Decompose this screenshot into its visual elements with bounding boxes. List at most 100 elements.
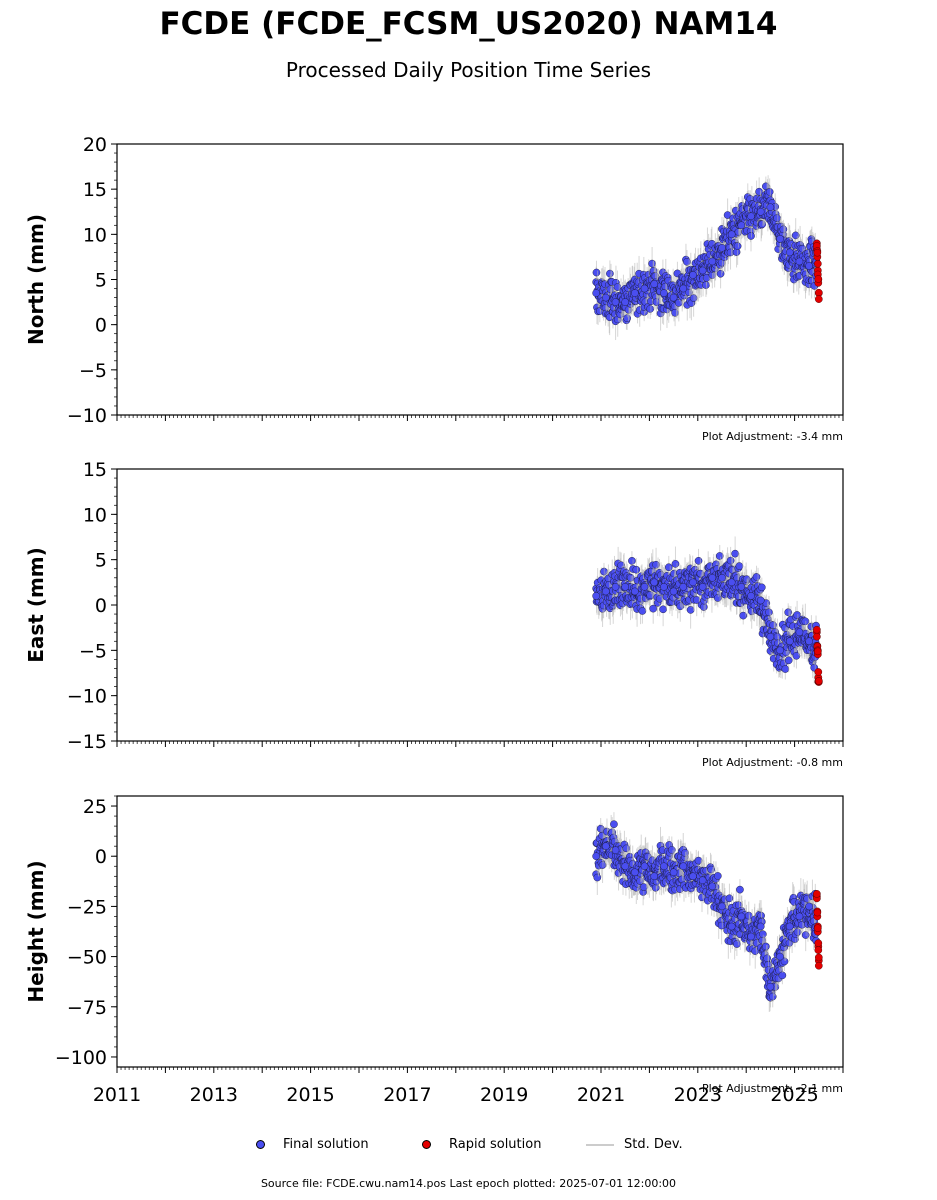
final-point bbox=[649, 604, 658, 613]
final-point bbox=[679, 583, 688, 591]
rapid-solution-points bbox=[813, 625, 823, 686]
final-point bbox=[795, 257, 804, 266]
x-tick-label: 2013 bbox=[190, 1084, 238, 1106]
final-point bbox=[766, 982, 775, 991]
x-tick-label: 2023 bbox=[674, 1084, 722, 1106]
rapid-point bbox=[814, 961, 823, 970]
final-point bbox=[785, 922, 794, 931]
y-tick-label: −5 bbox=[79, 360, 107, 382]
final-point bbox=[795, 628, 804, 637]
final-point bbox=[631, 587, 639, 596]
final-point bbox=[737, 912, 746, 921]
final-point bbox=[632, 565, 641, 574]
x-tick-label: 2015 bbox=[286, 1084, 334, 1106]
final-point bbox=[592, 592, 600, 600]
final-point bbox=[610, 820, 618, 829]
source-note: Source file: FCDE.cwu.nam14.pos Last epo… bbox=[260, 1177, 677, 1190]
legend-final-label: Final solution bbox=[283, 1137, 369, 1152]
y-axis-label: North (mm) bbox=[24, 214, 48, 345]
rapid-point bbox=[813, 908, 822, 917]
final-point bbox=[593, 873, 602, 882]
final-point bbox=[659, 605, 667, 614]
final-point bbox=[756, 922, 765, 931]
chart-subtitle: Processed Daily Position Time Series bbox=[285, 58, 652, 82]
final-point bbox=[664, 563, 673, 572]
final-point bbox=[766, 203, 775, 212]
final-point bbox=[737, 221, 746, 230]
plot-adjustment-note: Plot Adjustment: -0.8 mm bbox=[702, 756, 843, 769]
y-tick-label: −25 bbox=[67, 896, 107, 918]
y-tick-label: 5 bbox=[95, 550, 107, 572]
final-point bbox=[726, 556, 735, 565]
rapid-point bbox=[814, 295, 823, 303]
final-point bbox=[660, 583, 668, 591]
final-point bbox=[698, 266, 707, 275]
final-point bbox=[611, 298, 620, 306]
final-point bbox=[733, 940, 741, 948]
y-axis-label: Height (mm) bbox=[24, 860, 48, 1002]
rapid-point bbox=[814, 677, 823, 685]
final-point bbox=[765, 188, 774, 196]
north-panel: −10 −5 0 5 10 15 20 North (mm) Plot Adjustment: … bbox=[24, 134, 844, 443]
final-point bbox=[660, 862, 668, 871]
final-point bbox=[785, 637, 794, 646]
rapid-point bbox=[813, 248, 822, 257]
final-point bbox=[640, 284, 649, 293]
rapid-point bbox=[814, 953, 823, 962]
final-point bbox=[765, 608, 773, 617]
final-solution-cloud bbox=[592, 812, 820, 1012]
y-tick-label: −50 bbox=[67, 947, 107, 969]
final-point bbox=[689, 271, 697, 279]
final-point bbox=[689, 872, 697, 881]
final-point bbox=[648, 259, 656, 268]
final-point bbox=[698, 583, 707, 591]
final-point bbox=[621, 583, 630, 591]
final-point bbox=[735, 562, 744, 570]
east-panel: −15 −10 −5 0 5 10 15 East (mm) Plot Adjustment: … bbox=[24, 459, 844, 769]
final-point bbox=[646, 305, 654, 313]
legend: Final solution Rapid solution Std. Dev. bbox=[250, 1137, 710, 1157]
final-point bbox=[727, 922, 736, 931]
final-point bbox=[660, 289, 668, 297]
final-point bbox=[708, 573, 717, 582]
final-point bbox=[611, 846, 620, 855]
final-point bbox=[781, 665, 790, 673]
y-tick-label: 10 bbox=[83, 224, 107, 246]
rapid-point bbox=[814, 946, 823, 954]
rapid-point bbox=[814, 939, 823, 947]
x-tick-label: 2011 bbox=[93, 1084, 141, 1106]
rapid-point bbox=[814, 259, 822, 268]
y-tick-label: −10 bbox=[67, 405, 107, 427]
final-point bbox=[805, 637, 813, 646]
y-tick-label: −5 bbox=[79, 640, 107, 662]
final-point bbox=[752, 573, 761, 581]
final-point bbox=[718, 244, 726, 252]
final-point bbox=[727, 578, 736, 587]
final-point bbox=[716, 269, 725, 278]
final-point bbox=[592, 289, 600, 297]
y-tick-label: 0 bbox=[95, 846, 107, 868]
plot-adjustment-note: Plot Adjustment: -3.4 mm bbox=[702, 430, 843, 443]
final-point bbox=[602, 842, 610, 851]
final-point bbox=[718, 573, 726, 582]
rapid-solution-points bbox=[813, 239, 823, 303]
final-point bbox=[776, 235, 784, 243]
final-point bbox=[669, 587, 678, 596]
legend-stddev: Std. Dev. bbox=[586, 1137, 683, 1152]
legend-rapid-label: Rapid solution bbox=[449, 1137, 542, 1152]
height-panel: −100 −75 −50 −25 0 25 Height (mm) Plot Adjustme… bbox=[24, 795, 844, 1106]
y-tick-label: 25 bbox=[83, 796, 107, 818]
final-point bbox=[747, 592, 755, 600]
final-point bbox=[650, 280, 659, 288]
plot-area bbox=[592, 175, 823, 341]
std-dev-line-icon bbox=[586, 1143, 614, 1146]
final-point bbox=[602, 293, 610, 302]
final-point bbox=[731, 549, 739, 558]
final-point bbox=[784, 656, 793, 665]
final-point bbox=[631, 868, 639, 877]
final-point bbox=[756, 207, 765, 216]
final-point bbox=[713, 872, 722, 880]
y-tick-label: 5 bbox=[95, 270, 107, 292]
final-point bbox=[715, 552, 724, 560]
x-tick-label: 2025 bbox=[770, 1084, 818, 1106]
